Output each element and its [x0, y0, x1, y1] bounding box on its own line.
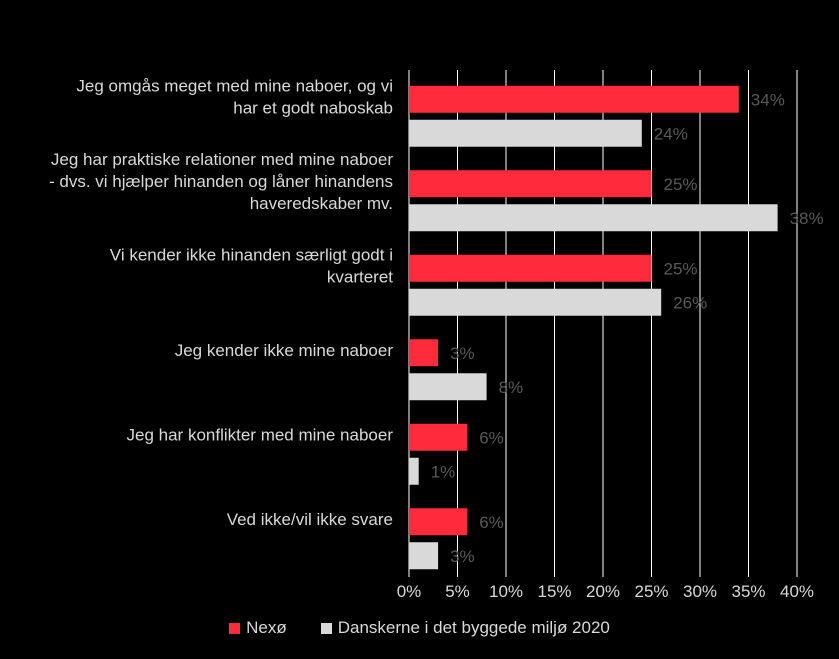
data-label-s1-c4: 3% [450, 344, 475, 363]
legend-swatch-series-1 [229, 622, 241, 634]
category-label-1-line-1: Jeg omgås meget med mine naboer, og vi [76, 76, 393, 95]
data-label-s1-c2: 25% [664, 175, 698, 194]
x-tick-label-8: 40% [780, 582, 814, 601]
legend-item-series-2: Danskerne i det byggede miljø 2020 [320, 618, 610, 638]
x-tick-label-2: 10% [489, 582, 523, 601]
bar-s2-c4 [409, 373, 487, 401]
x-tick-label-1: 5% [445, 582, 470, 601]
data-label-s1-c1: 34% [751, 90, 785, 109]
bar-s2-c2 [409, 204, 778, 232]
category-label-5-line-1: Jeg har konflikter med mine naboer [127, 425, 394, 444]
legend-label-series-1: Nexø [246, 618, 287, 637]
category-label-1-line-2: har et godt naboskab [233, 98, 393, 117]
data-label-s1-c5: 6% [479, 428, 504, 447]
data-label-s2-c5: 1% [431, 462, 456, 481]
data-label-s2-c6: 3% [450, 547, 475, 566]
category-label-4-line-1: Jeg kender ikke mine naboer [175, 341, 394, 360]
legend-label-series-2: Danskerne i det byggede miljø 2020 [337, 618, 610, 637]
x-tick-label-0: 0% [397, 582, 422, 601]
bar-s1-c3 [409, 254, 652, 282]
data-label-s2-c2: 38% [790, 209, 824, 228]
data-label-s1-c3: 25% [664, 259, 698, 278]
category-label-2-line-3: haveredskaber mv. [250, 194, 393, 213]
category-label-3-line-1: Vi kender ikke hinanden særligt godt i [110, 245, 393, 264]
category-label-3-line-2: kvarteret [327, 267, 393, 286]
bar-s2-c3 [409, 288, 662, 316]
bar-s1-c1 [409, 85, 739, 113]
bar-s1-c6 [409, 508, 468, 536]
bar-s1-c2 [409, 170, 652, 198]
bar-s2-c6 [409, 542, 439, 570]
legend-item-series-1: Nexø [229, 618, 287, 638]
bar-s2-c1 [409, 119, 642, 147]
legend: Nexø Danskerne i det byggede miljø 2020 [0, 618, 839, 638]
x-tick-label-6: 30% [683, 582, 717, 601]
data-label-s1-c6: 6% [479, 513, 504, 532]
x-tick-label-7: 35% [731, 582, 765, 601]
category-label-2-line-2: - dvs. vi hjælper hinanden og låner hina… [49, 172, 393, 191]
data-label-s2-c1: 24% [654, 124, 688, 143]
category-label-6-line-1: Ved ikke/vil ikke svare [227, 510, 393, 529]
bar-s1-c5 [409, 423, 468, 451]
data-label-s2-c3: 26% [673, 293, 707, 312]
bar-chart: 0% 5% 10% 15% 20% 25% 30% 35% 40% 34% 24% Jeg omgås… [49, 70, 824, 601]
x-tick-label-5: 25% [634, 582, 668, 601]
data-label-s2-c4: 8% [499, 378, 524, 397]
x-tick-label-4: 20% [586, 582, 620, 601]
bar-s2-c5 [409, 457, 419, 485]
category-label-2-line-1: Jeg har praktiske relationer med mine na… [51, 150, 393, 169]
legend-swatch-series-2 [320, 622, 332, 634]
bar-s1-c4 [409, 339, 439, 367]
x-tick-label-3: 15% [537, 582, 571, 601]
